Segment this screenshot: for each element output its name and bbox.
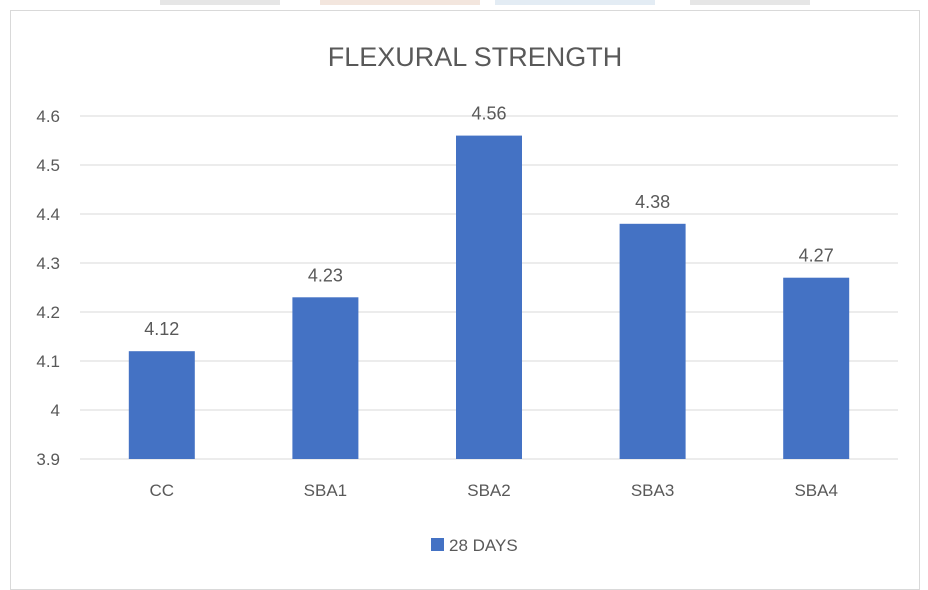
data-label-cc: 4.12 — [144, 319, 179, 339]
x-tick-label-sba4: SBA4 — [794, 481, 837, 500]
x-axis-tick-labels: CC SBA1 SBA2 SBA3 SBA4 — [150, 481, 838, 500]
flexural-strength-chart: FLEXURAL STRENGTH 3.9 4 4.1 4.2 4.3 4.4 4.5 4.6… — [36, 42, 898, 555]
top-decor-segment — [320, 0, 480, 5]
y-tick-label: 4 — [51, 401, 60, 420]
bar-sba3 — [619, 223, 686, 459]
x-tick-label-sba1: SBA1 — [304, 481, 347, 500]
y-tick-label: 4.5 — [36, 156, 60, 175]
bar-sba4 — [783, 277, 850, 459]
y-tick-label: 4.6 — [36, 107, 60, 126]
bar-cc — [128, 351, 195, 459]
x-tick-label-cc: CC — [150, 481, 175, 500]
y-axis-tick-labels: 3.9 4 4.1 4.2 4.3 4.4 4.5 4.6 — [36, 107, 60, 469]
data-label-sba4: 4.27 — [799, 246, 834, 266]
chart-title: FLEXURAL STRENGTH — [328, 42, 623, 72]
legend: 28 DAYS — [431, 536, 518, 555]
legend-swatch — [431, 538, 444, 551]
top-decor-segment — [160, 0, 280, 5]
bar-sba2 — [456, 135, 522, 459]
top-decor-strip — [0, 0, 928, 6]
data-label-sba2: 4.56 — [471, 104, 506, 124]
data-label-sba1: 4.23 — [308, 265, 343, 285]
y-tick-label: 4.3 — [36, 254, 60, 273]
x-tick-label-sba3: SBA3 — [631, 481, 674, 500]
y-tick-label: 4.1 — [36, 352, 60, 371]
bars — [128, 135, 850, 459]
legend-label: 28 DAYS — [449, 536, 518, 555]
y-tick-label: 4.4 — [36, 205, 60, 224]
top-decor-segment — [495, 0, 655, 5]
y-tick-label: 3.9 — [36, 450, 60, 469]
bar-sba1 — [292, 297, 359, 459]
data-labels: 4.12 4.23 4.56 4.38 4.27 — [144, 104, 833, 340]
data-label-sba3: 4.38 — [635, 192, 670, 212]
top-decor-segment — [690, 0, 810, 5]
y-tick-label: 4.2 — [36, 303, 60, 322]
x-tick-label-sba2: SBA2 — [467, 481, 510, 500]
